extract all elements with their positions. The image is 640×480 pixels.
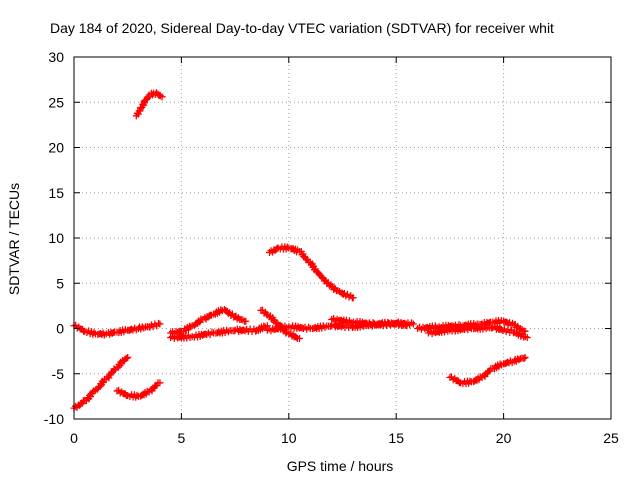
data-point-trace bbox=[394, 318, 416, 329]
data-point-trace bbox=[308, 260, 324, 279]
y-axis-label: SDTVAR / TECUs bbox=[6, 183, 22, 295]
y-tick-label: 10 bbox=[48, 230, 64, 246]
series-arc-mid bbox=[265, 243, 357, 302]
data-point bbox=[296, 334, 304, 342]
series-band-1 bbox=[167, 305, 250, 337]
data-point-trace bbox=[125, 324, 140, 334]
data-point-trace bbox=[104, 365, 119, 382]
data-point-trace bbox=[459, 377, 474, 388]
data-point bbox=[124, 353, 132, 361]
data-point-trace bbox=[426, 326, 452, 338]
data-points bbox=[70, 89, 531, 412]
chart-title: Day 184 of 2020, Sidereal Day-to-day VTE… bbox=[50, 20, 554, 36]
y-tick-label: -5 bbox=[52, 366, 65, 382]
data-point bbox=[242, 317, 250, 325]
data-point-trace bbox=[287, 322, 313, 333]
data-point-trace bbox=[190, 328, 216, 341]
x-tick-label: 10 bbox=[281, 430, 297, 446]
series-band-0 bbox=[70, 319, 164, 339]
data-point bbox=[156, 379, 164, 387]
y-tick-label: 0 bbox=[56, 321, 64, 337]
data-point-trace bbox=[491, 323, 517, 337]
data-point bbox=[158, 93, 166, 101]
y-tick-label: -10 bbox=[44, 411, 64, 427]
axis-ticks: 0 5 10 15 20 25 -10 -5 0 5 10 15 20 25 30 bbox=[44, 49, 619, 446]
data-point bbox=[156, 320, 164, 328]
data-point-trace bbox=[501, 357, 516, 368]
data-point-trace bbox=[265, 312, 280, 327]
x-tick-label: 25 bbox=[603, 430, 619, 446]
series-arc-low-dip bbox=[113, 379, 164, 401]
x-tick-label: 0 bbox=[70, 430, 78, 446]
data-point bbox=[409, 320, 417, 328]
series-arc-low-right bbox=[446, 353, 529, 388]
x-tick-label: 5 bbox=[178, 430, 186, 446]
data-point-trace bbox=[491, 316, 505, 327]
series-arc-high bbox=[132, 89, 166, 120]
data-point-trace bbox=[511, 354, 528, 365]
x-tick-label: 20 bbox=[496, 430, 512, 446]
data-point-trace bbox=[212, 326, 238, 337]
series-band-5 bbox=[328, 315, 417, 329]
x-axis-label: GPS time / hours bbox=[287, 458, 394, 474]
x-tick-label: 15 bbox=[388, 430, 404, 446]
y-tick-label: 25 bbox=[48, 94, 64, 110]
data-point bbox=[521, 353, 529, 361]
data-point-trace bbox=[265, 322, 291, 335]
y-tick-label: 5 bbox=[56, 275, 64, 291]
data-point-trace bbox=[82, 387, 98, 405]
data-point-trace bbox=[512, 328, 529, 341]
y-tick-label: 15 bbox=[48, 185, 64, 201]
data-point-trace bbox=[114, 354, 130, 371]
data-point-trace bbox=[448, 323, 474, 335]
data-point-trace bbox=[330, 315, 355, 327]
data-point bbox=[523, 334, 531, 342]
data-point-trace bbox=[155, 91, 164, 100]
data-point-trace bbox=[94, 329, 108, 339]
data-point-trace bbox=[276, 243, 291, 253]
data-point-trace bbox=[233, 325, 260, 335]
series-band-2 bbox=[167, 322, 271, 342]
data-point-trace bbox=[351, 317, 377, 329]
grid bbox=[74, 57, 611, 419]
series-band-7 bbox=[424, 323, 531, 342]
y-tick-label: 30 bbox=[48, 49, 64, 65]
data-point-trace bbox=[169, 332, 194, 342]
data-point-trace bbox=[309, 322, 334, 333]
data-point-trace bbox=[201, 311, 215, 323]
data-point bbox=[349, 294, 357, 302]
series-arc-low-diagonal bbox=[70, 353, 132, 412]
data-point-trace bbox=[126, 391, 141, 401]
y-tick-label: 20 bbox=[48, 140, 64, 156]
